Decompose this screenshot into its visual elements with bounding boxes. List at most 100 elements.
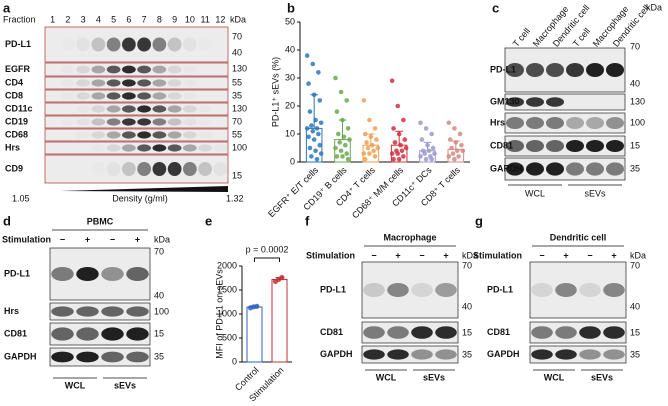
blot-band xyxy=(91,118,106,126)
group-label: sEVs xyxy=(584,188,606,198)
row-label: GAPDH xyxy=(320,349,353,359)
data-point xyxy=(447,137,453,142)
data-point xyxy=(307,109,313,114)
blot-band xyxy=(122,144,136,152)
row-label: PD-L1 xyxy=(4,268,30,278)
blot-band xyxy=(214,144,228,151)
row-label: PD-L1 xyxy=(320,284,346,294)
blot-band xyxy=(51,327,74,341)
data-point xyxy=(345,126,351,131)
data-point xyxy=(254,303,260,309)
row-label: EGFR xyxy=(5,64,31,74)
blot-band xyxy=(526,162,544,176)
fraction-number: 11 xyxy=(200,14,209,24)
data-point xyxy=(368,134,374,140)
data-point xyxy=(365,145,371,151)
marker-label: 70 xyxy=(154,246,164,256)
y-tick-label: 0 xyxy=(232,356,237,366)
data-point xyxy=(344,98,350,103)
marker-label: 70 xyxy=(630,260,640,270)
group-label: WCL xyxy=(525,188,545,198)
blot-strip xyxy=(529,261,627,319)
stimulation-sign: − xyxy=(110,234,115,244)
fraction-number: 4 xyxy=(96,14,101,24)
y-axis-label: MFI of PD-L1 on sEVs xyxy=(214,269,224,359)
blot-strip xyxy=(529,321,627,344)
group-label: WCL xyxy=(376,372,397,382)
blot-band xyxy=(106,37,121,52)
data-point xyxy=(372,154,378,159)
fraction-number: 1 xyxy=(50,14,55,24)
blot-band xyxy=(152,131,167,139)
blot-band xyxy=(76,351,99,363)
row-label: PD-L1 xyxy=(5,39,31,49)
blot-band xyxy=(152,118,167,126)
blot-band xyxy=(76,118,90,126)
blot-band xyxy=(61,79,75,86)
data-point xyxy=(341,134,347,140)
panel-label: d xyxy=(3,213,11,228)
blot-band xyxy=(137,105,151,113)
blot-strip xyxy=(361,345,459,364)
x-tick-label: EGFR⁺ E/T cells xyxy=(266,165,321,220)
blot-strip xyxy=(49,302,151,321)
blot-band xyxy=(198,144,212,152)
marker-label: 70 xyxy=(630,41,640,51)
blot-band xyxy=(122,105,136,113)
blot-band xyxy=(106,92,121,100)
data-point xyxy=(336,131,341,137)
blot-band xyxy=(91,92,106,100)
blot-band xyxy=(198,38,212,52)
data-point xyxy=(418,154,423,159)
kda-label: kDa xyxy=(154,234,170,244)
marker-label: 35 xyxy=(462,349,472,359)
stimulation-sign: + xyxy=(611,250,616,260)
mean-bar xyxy=(246,306,263,363)
data-point xyxy=(367,117,372,123)
blot-band xyxy=(126,267,149,281)
data-point xyxy=(419,137,425,142)
blot-band xyxy=(167,37,182,52)
data-point xyxy=(395,151,401,156)
blot-band xyxy=(106,118,121,126)
data-point xyxy=(457,131,463,137)
data-point xyxy=(402,137,408,142)
blot-band xyxy=(126,327,149,341)
data-point xyxy=(347,137,352,142)
blot-band xyxy=(167,79,182,87)
panel-title: Dendritic cell xyxy=(550,232,607,242)
blot-band xyxy=(183,131,197,139)
blot-band xyxy=(137,162,151,176)
kda-label: kDa xyxy=(230,14,246,24)
data-point xyxy=(343,142,348,148)
marker-label: 15 xyxy=(462,327,472,337)
blot-band xyxy=(76,131,90,138)
kda-label: kDa xyxy=(630,250,646,260)
blot-band xyxy=(363,283,385,297)
data-point xyxy=(311,137,317,142)
blot-band xyxy=(606,140,624,152)
blot-band xyxy=(506,162,524,176)
blot-band xyxy=(387,283,409,297)
data-point xyxy=(426,148,432,154)
blot-band xyxy=(101,351,124,363)
row-label: CD19 xyxy=(5,116,28,126)
marker-label: 130 xyxy=(630,96,645,106)
blot-band xyxy=(506,97,524,107)
blot-band xyxy=(198,118,212,125)
stimulation-sign: + xyxy=(135,234,140,244)
blot-strip xyxy=(44,62,229,77)
group-label: WCL xyxy=(65,380,86,390)
blot-band xyxy=(122,131,136,139)
data-point xyxy=(334,109,340,114)
marker-label: 35 xyxy=(232,90,242,100)
panel-label: c xyxy=(492,0,499,15)
y-tick-label: 1000 xyxy=(217,308,237,318)
row-label: CD4 xyxy=(5,77,23,87)
data-point xyxy=(425,142,430,148)
data-point xyxy=(337,140,343,145)
blot-band xyxy=(555,349,577,360)
kda-label: kDa xyxy=(462,250,478,260)
panel-title: PBMC xyxy=(87,216,114,226)
blot-band xyxy=(531,326,553,339)
